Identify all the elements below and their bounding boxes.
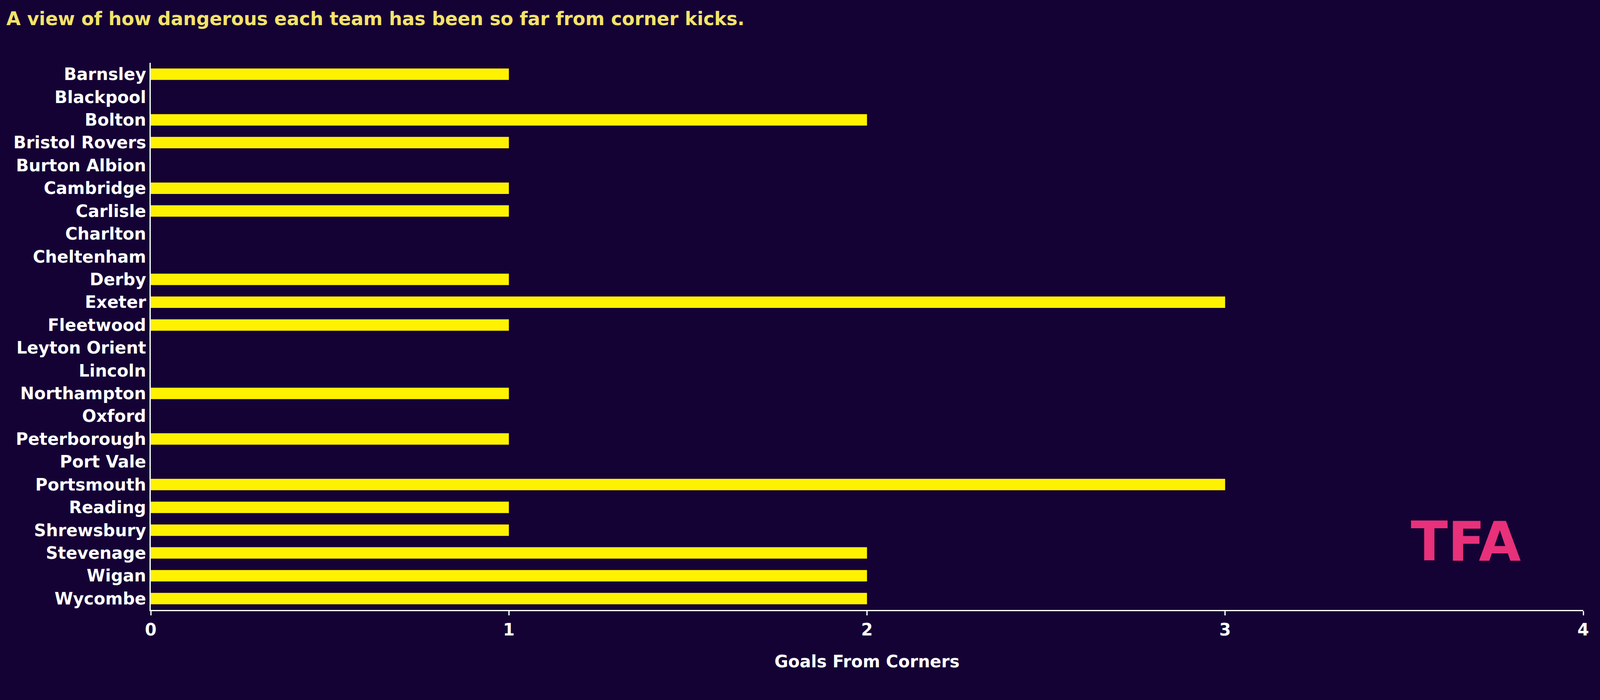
svg-text:Burton Albion: Burton Albion — [15, 155, 147, 176]
svg-text:Bolton: Bolton — [84, 110, 147, 130]
svg-text:Goals From Corners: Goals From Corners — [774, 651, 960, 671]
svg-text:Fleetwood: Fleetwood — [47, 315, 147, 335]
svg-text:Oxford: Oxford — [82, 406, 147, 426]
svg-text:Bristol Rovers: Bristol Rovers — [13, 132, 147, 153]
svg-text:4: 4 — [1577, 619, 1590, 639]
svg-text:Blackpool: Blackpool — [54, 87, 147, 107]
svg-text:0: 0 — [144, 619, 157, 639]
svg-text:Cambridge: Cambridge — [43, 178, 147, 198]
svg-text:Cheltenham: Cheltenham — [32, 247, 147, 267]
svg-text:2: 2 — [861, 619, 874, 639]
svg-text:1: 1 — [502, 619, 515, 639]
svg-text:A view of how dangerous each t: A view of how dangerous each team has be… — [6, 7, 745, 30]
svg-text:Barnsley: Barnsley — [64, 64, 147, 84]
svg-text:Peterborough: Peterborough — [15, 429, 147, 449]
svg-text:Reading: Reading — [69, 497, 147, 517]
svg-text:TFA: TFA — [1410, 509, 1521, 574]
svg-text:Charlton: Charlton — [65, 224, 147, 244]
svg-text:Carlisle: Carlisle — [75, 201, 147, 221]
svg-text:3: 3 — [1219, 619, 1232, 639]
svg-text:Portsmouth: Portsmouth — [35, 474, 147, 495]
svg-text:Leyton Orient: Leyton Orient — [16, 337, 147, 358]
svg-text:Derby: Derby — [89, 269, 147, 289]
svg-text:Northampton: Northampton — [20, 383, 147, 403]
svg-text:Shrewsbury: Shrewsbury — [33, 520, 147, 540]
svg-text:Exeter: Exeter — [85, 292, 147, 312]
svg-text:Wigan: Wigan — [86, 565, 147, 585]
svg-text:Wycombe: Wycombe — [54, 588, 147, 609]
svg-text:Lincoln: Lincoln — [78, 360, 147, 381]
svg-text:Stevenage: Stevenage — [46, 543, 147, 563]
svg-text:Port Vale: Port Vale — [59, 451, 147, 472]
